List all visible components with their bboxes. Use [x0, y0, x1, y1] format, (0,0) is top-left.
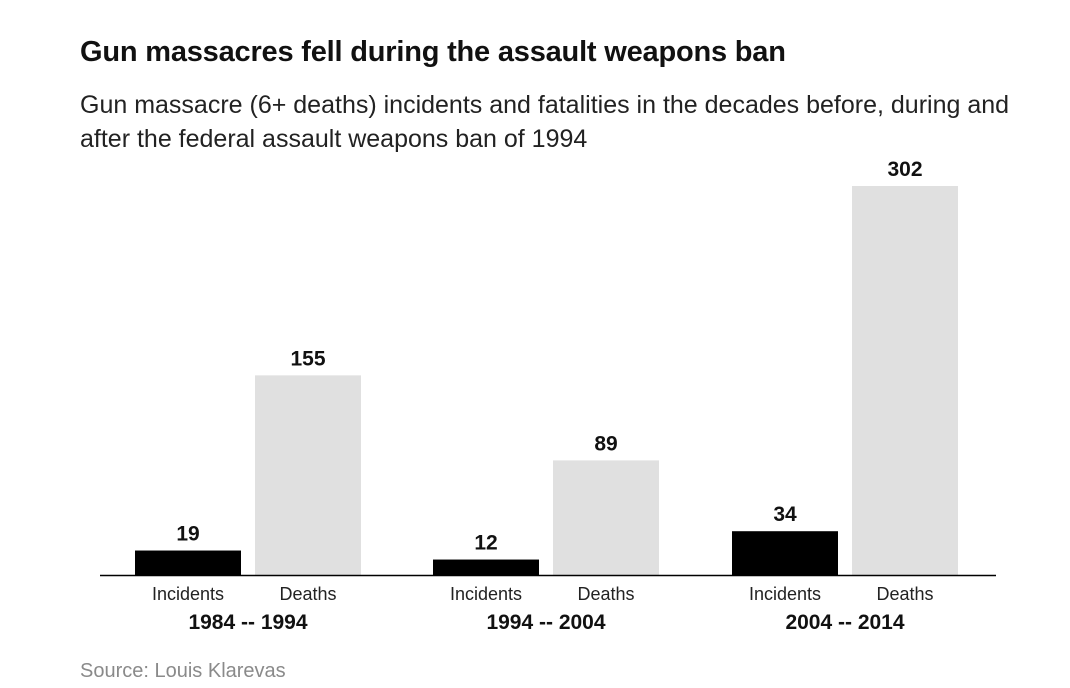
category-label-3: 2004 -- 2014 — [785, 611, 904, 634]
data-label-deaths-2: 89 — [594, 432, 617, 455]
series-label-incidents-2: Incidents — [450, 584, 522, 604]
bar-incidents-3 — [732, 531, 838, 575]
data-label-deaths-1: 155 — [290, 347, 325, 370]
chart-title: Gun massacres fell during the assault we… — [80, 36, 786, 68]
bar-deaths-3 — [852, 186, 958, 575]
series-label-deaths-2: Deaths — [577, 584, 634, 604]
source-note: Source: Louis Klarevas — [80, 660, 286, 682]
data-label-deaths-3: 302 — [887, 158, 922, 181]
data-label-incidents-1: 19 — [176, 523, 199, 546]
series-label-incidents-3: Incidents — [749, 584, 821, 604]
bar-deaths-2 — [553, 460, 659, 575]
category-label-2: 1994 -- 2004 — [486, 611, 605, 634]
chart-subtitle: Gun massacre (6+ deaths) incidents and f… — [80, 91, 1010, 153]
category-label-1: 1984 -- 1994 — [188, 611, 307, 634]
series-label-incidents-1: Incidents — [152, 584, 224, 604]
series-label-deaths-3: Deaths — [876, 584, 933, 604]
bar-deaths-1 — [255, 375, 361, 575]
bar-incidents-1 — [135, 550, 241, 575]
bar-incidents-2 — [433, 559, 539, 575]
data-label-incidents-3: 34 — [773, 503, 797, 526]
series-label-deaths-1: Deaths — [279, 584, 336, 604]
data-label-incidents-2: 12 — [474, 532, 497, 555]
